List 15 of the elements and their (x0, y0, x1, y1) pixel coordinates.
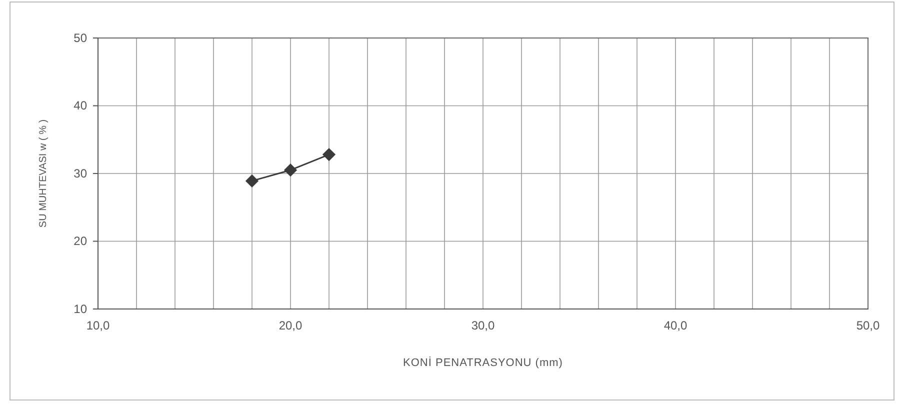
x-tick-label: 40,0 (664, 318, 688, 333)
point (322, 148, 336, 162)
point (245, 174, 259, 188)
y-tick-label: 30 (74, 166, 88, 180)
y-tick-label: 50 (74, 30, 88, 45)
y-tick-label: 40 (74, 98, 88, 113)
y-axis-title: SU MUHTEVASI w ( % ) (38, 119, 49, 228)
y-tick-label: 20 (74, 234, 88, 248)
x-tick-label: 10,0 (86, 318, 110, 333)
x-tick-label: 30,0 (471, 318, 495, 333)
point (284, 164, 298, 177)
x-tick-label: 50,0 (856, 318, 880, 333)
y-tick-label: 10 (74, 302, 88, 316)
x-axis-title: KONİ PENATRASYONU (mm) (403, 356, 563, 369)
x-tick-label: 20,0 (278, 318, 302, 333)
